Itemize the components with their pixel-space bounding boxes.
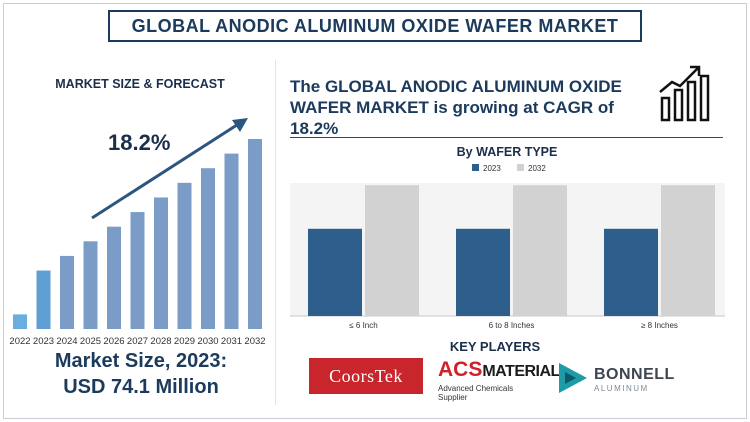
growth-arrow-head <box>232 118 248 132</box>
forecast-bar <box>107 226 121 329</box>
forecast-bar <box>130 212 145 329</box>
forecast-bar <box>248 139 262 329</box>
bar-2023 <box>308 228 362 316</box>
wafer-type-chart-title: By WAFER TYPE <box>457 145 558 159</box>
cagr-label: 18.2% <box>108 130 171 155</box>
bar-2032 <box>513 185 567 316</box>
category-label: 6 to 8 Inches <box>489 321 535 330</box>
forecast-bar <box>83 241 98 329</box>
acs-material-logo: ACSMATERIAL Advanced Chemicals Supplier <box>438 358 560 403</box>
acs-logo-tagline: Advanced Chemicals Supplier <box>438 384 514 402</box>
legend-swatch-2032 <box>517 164 524 171</box>
legend-label-2032: 2032 <box>528 164 546 173</box>
coorstek-logo-text: CoorsTek <box>329 365 403 386</box>
forecast-bar <box>13 314 27 329</box>
forecast-bar-chart: 2022 2023 2024 2025 2026 2027 2028 2029 2030 2031… <box>9 118 266 347</box>
headline: The GLOBAL ANODIC ALUMINUM OXIDE WAFER M… <box>290 77 622 138</box>
forecast-bar <box>154 197 168 329</box>
category-label: ≤ 6 Inch <box>349 321 377 330</box>
acs-logo-acs: ACS <box>438 358 483 381</box>
forecast-x-tick-label: 2026 <box>103 336 124 347</box>
forecast-x-tick-label: 2028 <box>150 336 171 347</box>
forecast-x-tick-label: 2027 <box>127 336 148 347</box>
forecast-x-tick-label: 2031 <box>221 336 242 347</box>
forecast-bar <box>60 255 74 329</box>
bonnell-logo: BONNELL ALUMINUM <box>556 360 696 396</box>
market-size-line-1: Market Size, 2023: <box>54 350 228 372</box>
forecast-bar <box>177 182 192 329</box>
headline-rule <box>290 137 723 138</box>
forecast-x-tick-label: 2032 <box>244 336 265 347</box>
coorstek-logo: CoorsTek <box>309 358 423 394</box>
acs-logo-material: MATERIAL <box>482 363 560 380</box>
bonnell-mark-icon <box>559 363 587 393</box>
bar-2032 <box>365 185 419 316</box>
legend-swatch-2023 <box>472 164 479 171</box>
market-size-text: Market Size, 2023: USD 74.1 Million <box>10 348 272 400</box>
acs-logo-wordmark: ACSMATERIAL <box>438 358 560 383</box>
wafer-type-bar-chart: By WAFER TYPE 2023 2032 ≤ 6 Inch 6 to 8 Inch… <box>290 145 725 330</box>
bar-2032 <box>661 185 715 316</box>
bonnell-logo-subtitle: ALUMINUM <box>594 384 649 393</box>
forecast-x-tick-label: 2022 <box>9 336 30 347</box>
title-banner: GLOBAL ANODIC ALUMINUM OXIDE WAFER MARKE… <box>108 10 642 42</box>
category-label: ≥ 8 Inches <box>641 321 678 330</box>
bar-2023 <box>604 228 658 316</box>
bar-2023 <box>456 228 510 316</box>
bonnell-logo-name: BONNELL <box>594 366 675 383</box>
market-size-line-2: USD 74.1 Million <box>63 376 219 398</box>
growth-arrow-line <box>91 121 241 220</box>
forecast-heading: MARKET SIZE & FORECAST <box>55 77 225 91</box>
forecast-x-tick-label: 2024 <box>56 336 77 347</box>
page-title: GLOBAL ANODIC ALUMINUM OXIDE WAFER MARKE… <box>131 15 619 36</box>
forecast-x-tick-label: 2025 <box>80 336 101 347</box>
forecast-x-tick-label: 2030 <box>197 336 218 347</box>
forecast-bar <box>201 168 215 329</box>
forecast-x-tick-label: 2029 <box>174 336 195 347</box>
panel-divider <box>275 60 276 405</box>
growth-chart-icon <box>659 65 710 122</box>
forecast-x-tick-label: 2023 <box>33 336 54 347</box>
forecast-bar <box>36 270 51 329</box>
legend-label-2023: 2023 <box>483 164 501 173</box>
key-players-heading: KEY PLAYERS <box>449 339 541 354</box>
forecast-bar <box>224 153 239 329</box>
